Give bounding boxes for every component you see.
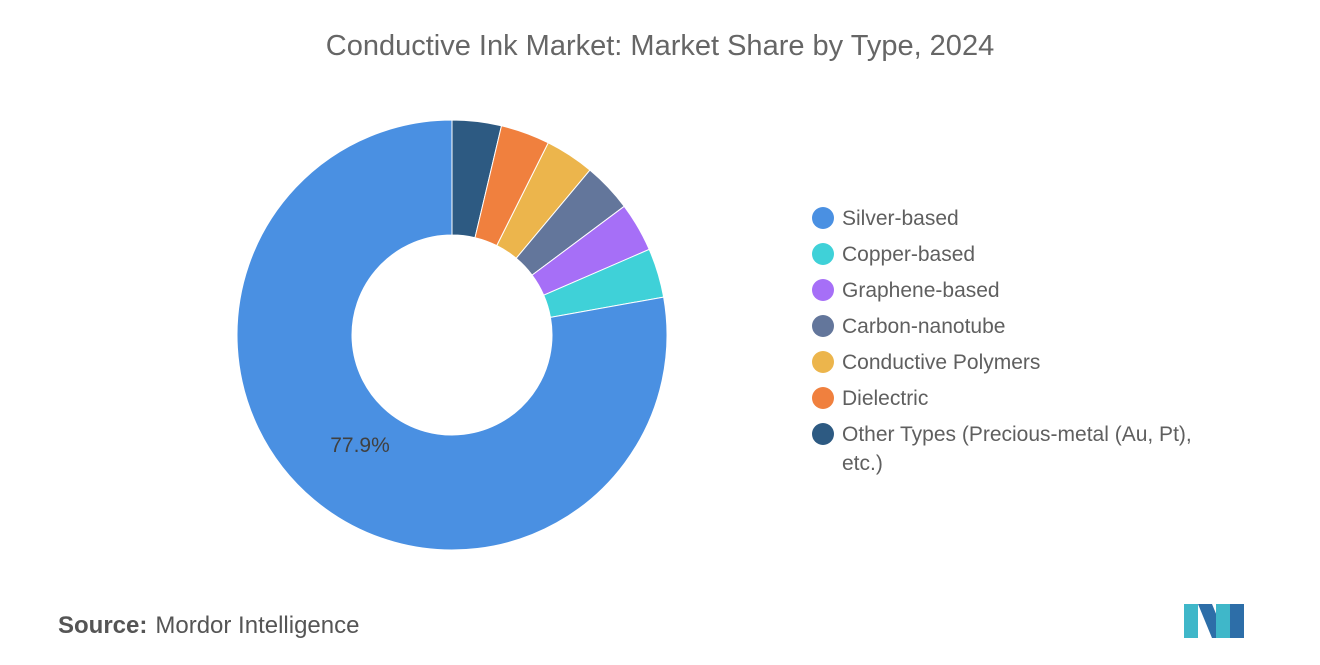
legend-label: Copper-based xyxy=(842,243,976,266)
legend-label: Carbon-nanotube xyxy=(842,315,1006,338)
source-note: Source: Mordor Intelligence xyxy=(58,612,359,640)
legend-swatch-icon xyxy=(812,387,834,409)
source-key: Source: xyxy=(58,612,148,639)
legend-swatch-icon xyxy=(812,351,834,373)
legend-item: Copper-based xyxy=(812,240,1232,269)
legend-item: Dielectric xyxy=(812,384,1232,413)
legend-label: Dielectric xyxy=(842,387,929,410)
legend-swatch-icon xyxy=(812,423,834,445)
legend-item: Silver-based xyxy=(812,204,1232,233)
legend-label: Other Types (Precious-metal (Au, Pt), et… xyxy=(842,423,1192,475)
legend-item: Graphene-based xyxy=(812,276,1232,305)
source-value: Mordor Intelligence xyxy=(155,612,360,639)
legend-item: Conductive Polymers xyxy=(812,348,1232,377)
chart-title: Conductive Ink Market: Market Share by T… xyxy=(325,30,995,62)
legend-swatch-icon xyxy=(812,315,834,337)
legend-label: Silver-based xyxy=(842,207,959,230)
chart-legend: Silver-based Copper-based Graphene-based Ca… xyxy=(812,204,1232,485)
legend-label: Conductive Polymers xyxy=(842,351,1041,374)
legend-item: Carbon-nanotube xyxy=(812,312,1232,341)
legend-swatch-icon xyxy=(812,207,834,229)
legend-swatch-icon xyxy=(812,243,834,265)
legend-swatch-icon xyxy=(812,279,834,301)
data-label-silver-based: 77.9% xyxy=(330,434,390,457)
slice-silver-based xyxy=(236,119,668,551)
legend-label: Graphene-based xyxy=(842,279,1000,302)
legend-item: Other Types (Precious-metal (Au, Pt), et… xyxy=(812,420,1232,478)
mordor-intelligence-logo-icon xyxy=(1184,604,1244,638)
